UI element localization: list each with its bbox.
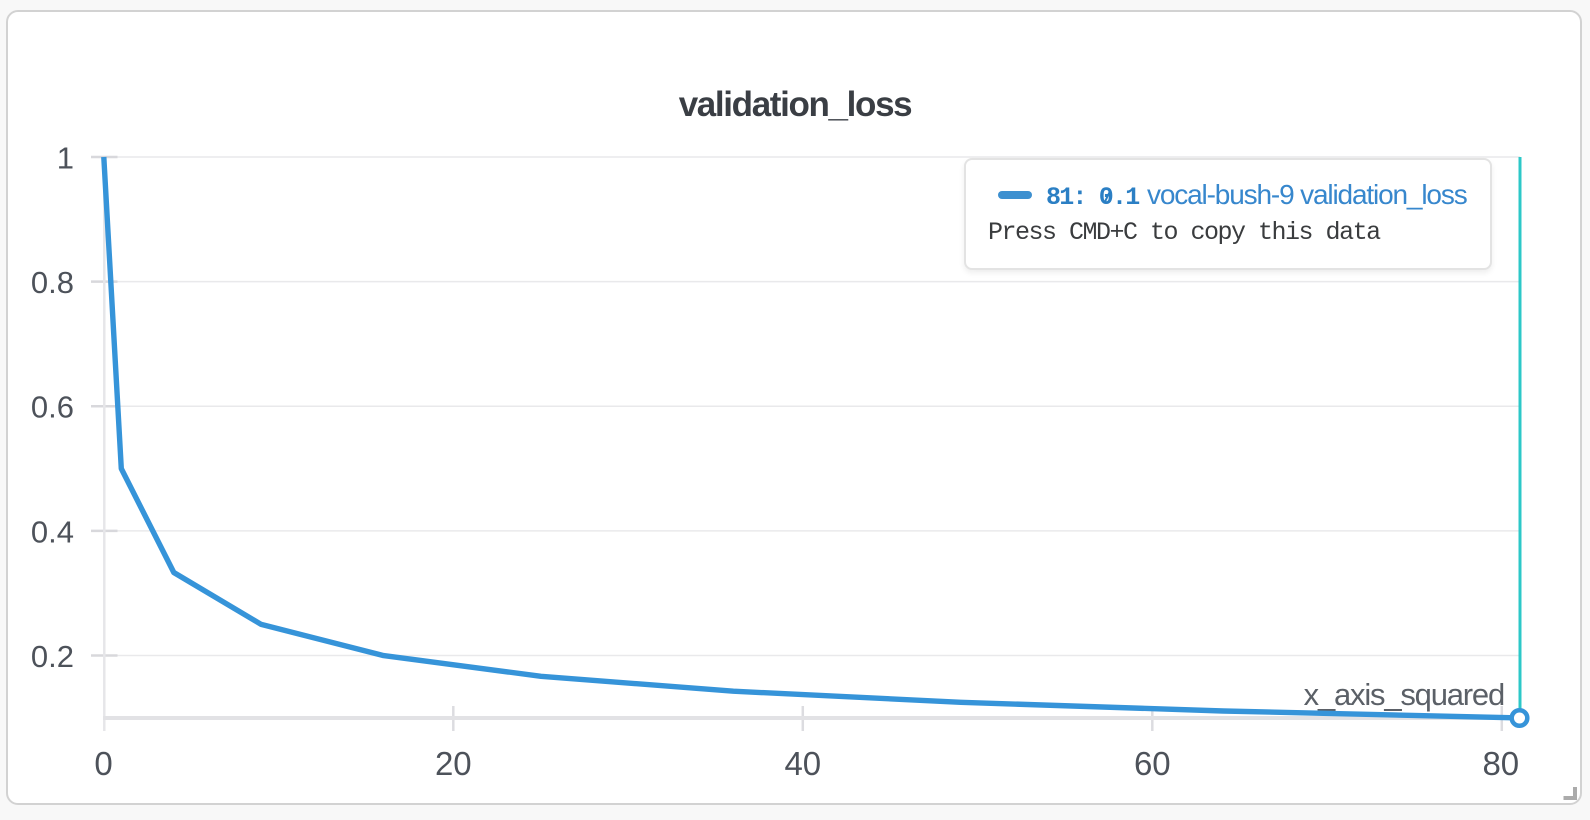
svg-text:80: 80 (1482, 745, 1519, 782)
svg-text:x_axis_squared: x_axis_squared (1304, 677, 1504, 712)
svg-text:1: 1 (57, 141, 74, 176)
svg-text:20: 20 (435, 745, 472, 782)
svg-text:0.4: 0.4 (31, 514, 74, 549)
svg-text:0.8: 0.8 (31, 265, 74, 300)
svg-text:40: 40 (784, 745, 821, 782)
svg-text:60: 60 (1134, 745, 1171, 782)
svg-text:0.6: 0.6 (31, 390, 74, 425)
svg-text:0: 0 (94, 745, 112, 782)
svg-text:0.2: 0.2 (31, 639, 74, 674)
